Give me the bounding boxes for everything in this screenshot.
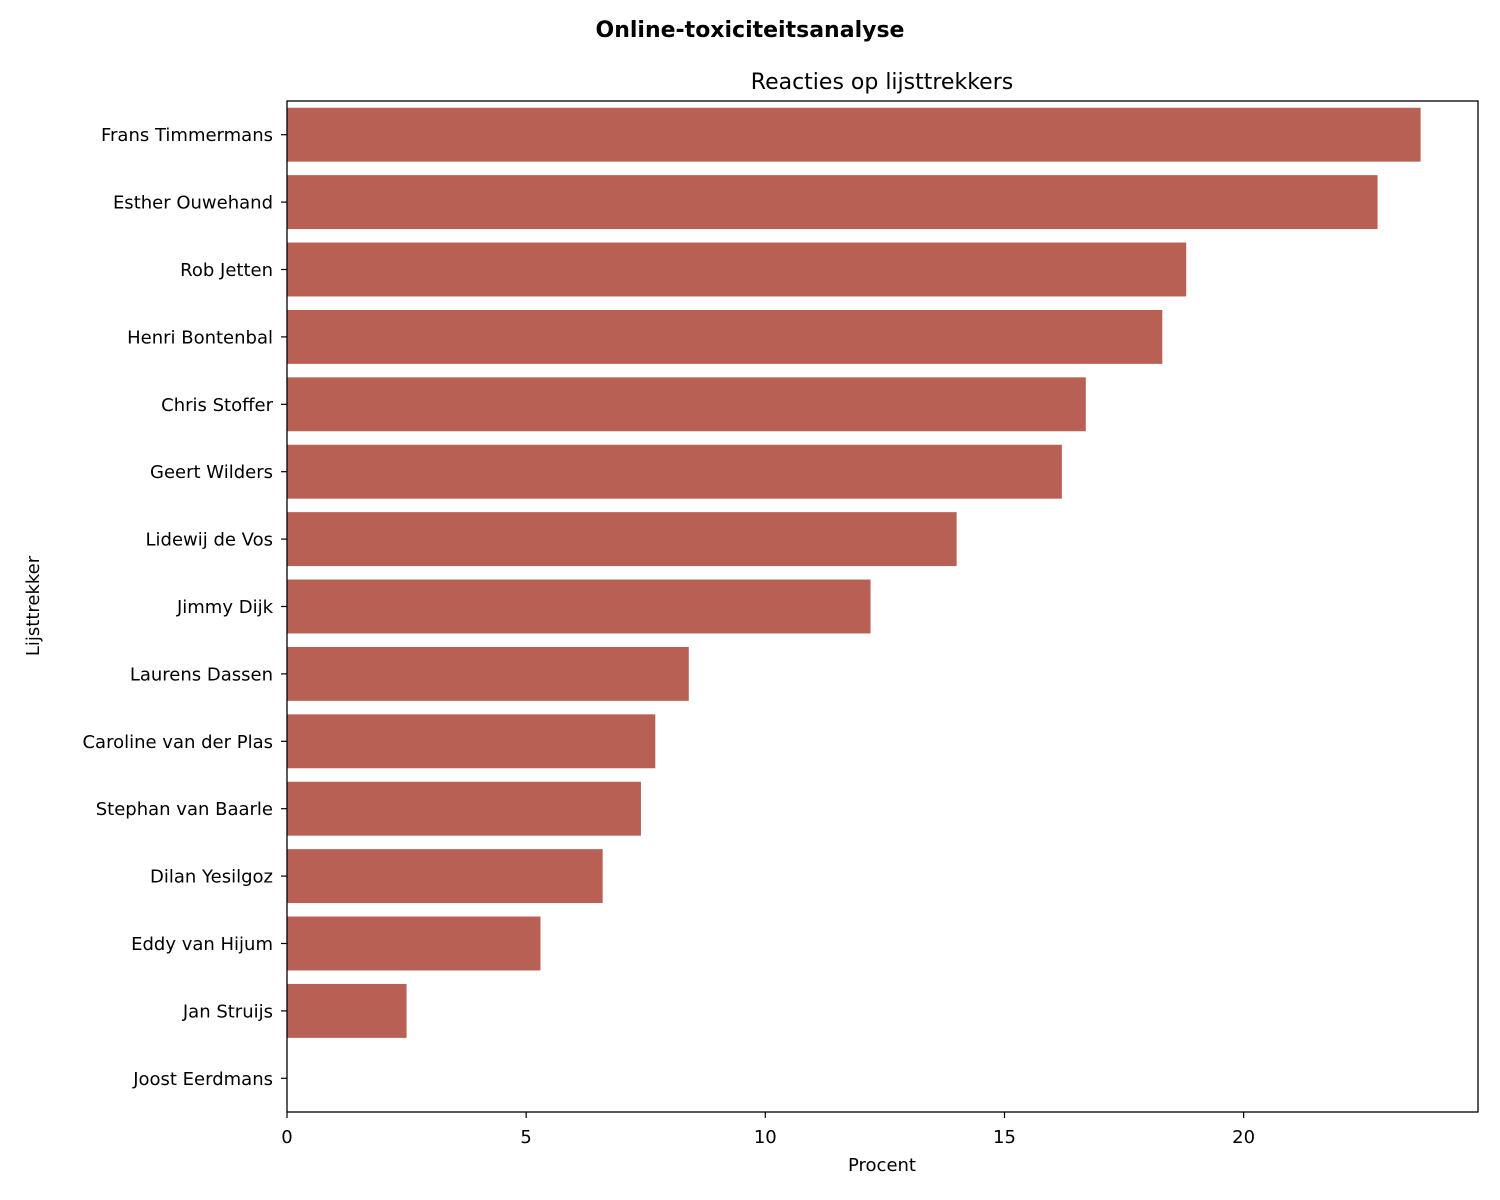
y-axis-ticks: Frans Timmermans Esther Ouwehand Rob Jette… xyxy=(82,125,287,1090)
y-tick-label: Eddy van Hijum xyxy=(131,934,273,955)
bar xyxy=(287,983,407,1038)
bar xyxy=(287,781,641,836)
x-tick-label: 20 xyxy=(1232,1127,1255,1148)
x-axis-label: Procent xyxy=(848,1155,916,1176)
x-tick-label: 5 xyxy=(520,1127,531,1148)
y-tick-label: Jan Struijs xyxy=(182,1001,273,1022)
figure-suptitle: Online-toxiciteitsanalyse xyxy=(595,18,905,43)
y-tick-label: Dilan Yesilgoz xyxy=(150,867,273,888)
bar xyxy=(287,175,1378,230)
bar xyxy=(287,444,1062,499)
chart-title: Reacties op lijsttrekkers xyxy=(751,70,1013,95)
y-tick-label: Geert Wilders xyxy=(150,462,273,483)
bar xyxy=(287,242,1187,297)
x-tick-label: 0 xyxy=(281,1127,292,1148)
y-tick-label: Caroline van der Plas xyxy=(82,732,273,753)
bar xyxy=(287,107,1421,162)
y-tick-label: Jimmy Dijk xyxy=(176,597,274,618)
bar xyxy=(287,377,1086,432)
bar xyxy=(287,646,689,701)
y-tick-label: Stephan van Baarle xyxy=(96,799,273,820)
bar xyxy=(287,512,957,567)
x-tick-label: 10 xyxy=(754,1127,777,1148)
bar xyxy=(287,916,541,971)
x-axis-ticks: 0 5 10 15 20 xyxy=(281,1112,1255,1148)
y-tick-label: Esther Ouwehand xyxy=(113,193,273,214)
plot-frame xyxy=(286,100,1479,1113)
y-tick-label: Henri Bontenbal xyxy=(127,327,273,348)
y-axis-label: Lijsttrekker xyxy=(23,555,44,656)
bar xyxy=(287,579,871,634)
y-tick-label: Lidewij de Vos xyxy=(145,530,273,551)
y-tick-label: Frans Timmermans xyxy=(101,125,273,146)
y-tick-label: Chris Stoffer xyxy=(161,395,273,416)
bar xyxy=(287,309,1163,364)
y-tick-label: Rob Jetten xyxy=(180,260,273,281)
y-tick-label: Laurens Dassen xyxy=(130,664,273,685)
x-tick-label: 15 xyxy=(993,1127,1016,1148)
bar xyxy=(287,714,656,769)
y-tick-label: Joost Eerdmans xyxy=(132,1069,273,1090)
bar xyxy=(287,849,603,904)
bars-group xyxy=(287,107,1421,1038)
